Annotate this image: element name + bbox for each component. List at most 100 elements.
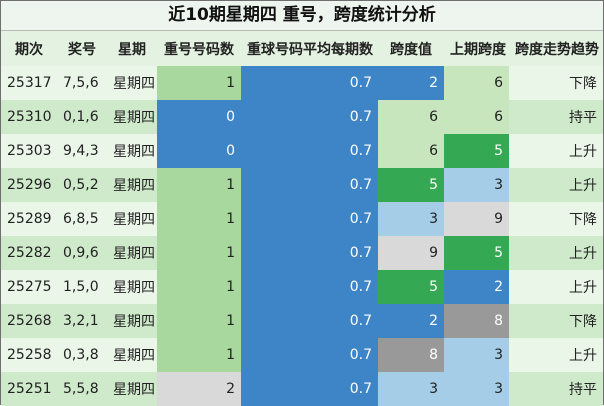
cell-avg: 0.7 (241, 66, 378, 100)
cell-span: 9 (378, 236, 444, 270)
cell-period: 25296 (1, 168, 57, 202)
cell-trend: 持平 (509, 100, 603, 134)
cell-prev-span: 6 (444, 100, 509, 134)
table-row: 25296 0,5,2 星期四 1 0.7 5 3 上升 (1, 168, 603, 202)
table-row: 25310 0,1,6 星期四 0 0.7 6 6 持平 (1, 100, 603, 134)
cell-period: 25258 (1, 338, 57, 372)
cell-avg: 0.7 (241, 168, 378, 202)
header-repeat-count: 重号号码数 (157, 31, 241, 66)
cell-period: 25282 (1, 236, 57, 270)
cell-prev-span: 5 (444, 134, 509, 168)
cell-period: 25275 (1, 270, 57, 304)
cell-numbers: 3,2,1 (57, 304, 107, 338)
cell-span: 3 (378, 372, 444, 406)
table-row: 25282 0,9,6 星期四 1 0.7 9 5 上升 (1, 236, 603, 270)
cell-numbers: 7,5,6 (57, 66, 107, 100)
header-prev-span: 上期跨度 (444, 31, 509, 66)
table-header-row: 期次 奖号 星期 重号号码数 重球号码平均每期数 跨度值 上期跨度 跨度走势趋势 (1, 31, 603, 66)
cell-prev-span: 3 (444, 168, 509, 202)
cell-weekday: 星期四 (107, 236, 157, 270)
cell-period: 25303 (1, 134, 57, 168)
table-row: 25303 9,4,3 星期四 0 0.7 6 5 上升 (1, 134, 603, 168)
cell-trend: 上升 (509, 338, 603, 372)
header-numbers: 奖号 (57, 31, 107, 66)
cell-span: 5 (378, 168, 444, 202)
cell-trend: 持平 (509, 372, 603, 406)
cell-numbers: 0,9,6 (57, 236, 107, 270)
cell-avg: 0.7 (241, 338, 378, 372)
cell-trend: 上升 (509, 168, 603, 202)
cell-repeat: 1 (157, 236, 241, 270)
cell-period: 25289 (1, 202, 57, 236)
cell-repeat: 1 (157, 304, 241, 338)
cell-span: 2 (378, 66, 444, 100)
table-row: 25289 6,8,5 星期四 1 0.7 3 9 下降 (1, 202, 603, 236)
cell-avg: 0.7 (241, 236, 378, 270)
cell-weekday: 星期四 (107, 338, 157, 372)
cell-weekday: 星期四 (107, 372, 157, 406)
cell-prev-span: 9 (444, 202, 509, 236)
table-row: 25251 5,5,8 星期四 2 0.7 3 3 持平 (1, 372, 603, 406)
table-row: 25275 1,5,0 星期四 1 0.7 5 2 上升 (1, 270, 603, 304)
header-weekday: 星期 (107, 31, 157, 66)
cell-period: 25317 (1, 66, 57, 100)
table-row: 25317 7,5,6 星期四 1 0.7 2 6 下降 (1, 66, 603, 100)
cell-period: 25251 (1, 372, 57, 406)
cell-repeat: 1 (157, 168, 241, 202)
cell-prev-span: 5 (444, 236, 509, 270)
cell-repeat: 1 (157, 338, 241, 372)
cell-repeat: 0 (157, 100, 241, 134)
table-row: 25258 0,3,8 星期四 1 0.7 8 3 上升 (1, 338, 603, 372)
cell-numbers: 5,5,8 (57, 372, 107, 406)
cell-avg: 0.7 (241, 372, 378, 406)
cell-avg: 0.7 (241, 134, 378, 168)
cell-repeat: 2 (157, 372, 241, 406)
cell-trend: 下降 (509, 304, 603, 338)
cell-trend: 下降 (509, 202, 603, 236)
cell-period: 25310 (1, 100, 57, 134)
cell-trend: 上升 (509, 270, 603, 304)
cell-prev-span: 2 (444, 270, 509, 304)
cell-avg: 0.7 (241, 202, 378, 236)
cell-repeat: 1 (157, 202, 241, 236)
cell-trend: 上升 (509, 134, 603, 168)
cell-prev-span: 3 (444, 372, 509, 406)
cell-numbers: 9,4,3 (57, 134, 107, 168)
header-repeat-avg: 重球号码平均每期数 (241, 31, 378, 66)
cell-numbers: 0,5,2 (57, 168, 107, 202)
cell-span: 6 (378, 100, 444, 134)
cell-repeat: 1 (157, 270, 241, 304)
table-body: 25317 7,5,6 星期四 1 0.7 2 6 下降 25310 0,1,6 星期四 0 0.7 6 6… (1, 66, 603, 406)
cell-weekday: 星期四 (107, 168, 157, 202)
cell-span: 2 (378, 304, 444, 338)
cell-weekday: 星期四 (107, 270, 157, 304)
header-period: 期次 (1, 31, 57, 66)
cell-trend: 下降 (509, 66, 603, 100)
stats-table: 期次 奖号 星期 重号号码数 重球号码平均每期数 跨度值 上期跨度 跨度走势趋势… (1, 31, 603, 406)
cell-avg: 0.7 (241, 100, 378, 134)
cell-weekday: 星期四 (107, 202, 157, 236)
cell-numbers: 6,8,5 (57, 202, 107, 236)
cell-trend: 上升 (509, 236, 603, 270)
cell-weekday: 星期四 (107, 66, 157, 100)
cell-repeat: 0 (157, 134, 241, 168)
cell-prev-span: 6 (444, 66, 509, 100)
cell-span: 5 (378, 270, 444, 304)
cell-weekday: 星期四 (107, 134, 157, 168)
table-row: 25268 3,2,1 星期四 1 0.7 2 8 下降 (1, 304, 603, 338)
cell-repeat: 1 (157, 66, 241, 100)
cell-prev-span: 8 (444, 304, 509, 338)
cell-avg: 0.7 (241, 304, 378, 338)
cell-numbers: 0,3,8 (57, 338, 107, 372)
cell-numbers: 0,1,6 (57, 100, 107, 134)
cell-span: 6 (378, 134, 444, 168)
cell-weekday: 星期四 (107, 304, 157, 338)
cell-weekday: 星期四 (107, 100, 157, 134)
page-title: 近10期星期四 重号，跨度统计分析 (1, 1, 603, 31)
cell-span: 3 (378, 202, 444, 236)
header-trend: 跨度走势趋势 (509, 31, 603, 66)
cell-period: 25268 (1, 304, 57, 338)
cell-avg: 0.7 (241, 270, 378, 304)
cell-span: 8 (378, 338, 444, 372)
